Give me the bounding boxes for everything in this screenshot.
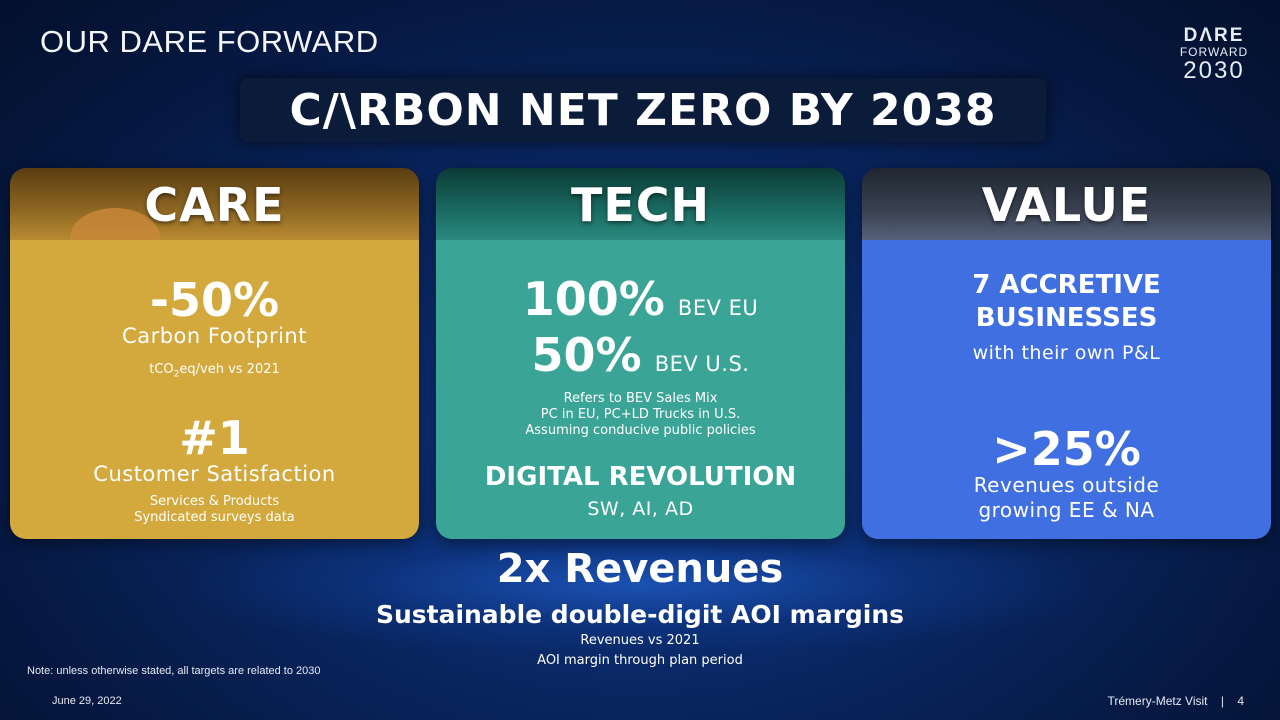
revenues-subtitle: Sustainable double-digit AOI margins: [375, 600, 905, 629]
care-note-1: Services & Products: [149, 494, 280, 509]
care-card: CARE -50% Carbon Footprint tCO2eq/veh vs…: [10, 168, 419, 539]
background-glow: [190, 520, 1090, 650]
tech-note-1: Refers to BEV Sales Mix: [563, 391, 718, 406]
tech-body: 100% BEV EU 50% BEV U.S. Refers to BEV S…: [436, 240, 845, 539]
value-body: 7 ACCRETIVE BUSINESSES with their own P&…: [862, 240, 1271, 539]
tech-stat-eu: 100% BEV EU: [436, 276, 845, 322]
page-title: OUR DARE FORWARD: [40, 24, 379, 59]
headline-banner: C/\RBON NET ZERO BY 2038: [240, 78, 1046, 142]
tech-card: TECH 100% BEV EU 50% BEV U.S. Refers to …: [436, 168, 845, 539]
value-headline-1: 7 ACCRETIVE: [972, 270, 1161, 300]
tech-title: TECH: [570, 178, 711, 232]
care-stat-satisfaction-label: Customer Satisfaction: [93, 462, 336, 486]
care-body: -50% Carbon Footprint tCO2eq/veh vs 2021…: [10, 240, 419, 539]
care-stat-carbon-label: Carbon Footprint: [122, 324, 307, 348]
value-stat: >25%: [992, 422, 1141, 476]
value-headline-2: BUSINESSES: [975, 303, 1158, 333]
logo-line-2: FORWARD: [1179, 45, 1249, 59]
footer-date: June 29, 2022: [52, 695, 122, 707]
tech-digital-sub: SW, AI, AD: [587, 498, 694, 520]
revenues-note-2: AOI margin through plan period: [537, 653, 743, 668]
tech-note-2: PC in EU, PC+LD Trucks in U.S.: [540, 407, 741, 422]
tech-header-image: [436, 168, 845, 240]
page-number: 4: [1237, 694, 1244, 708]
dare-forward-logo: DΛRE FORWARD 2030: [1178, 26, 1250, 83]
headline-text: C/\RBON NET ZERO BY 2038: [289, 84, 997, 136]
care-note-2: Syndicated surveys data: [134, 510, 295, 525]
tech-note-3: Assuming conducive public policies: [525, 423, 756, 438]
footer-separator: |: [1220, 694, 1224, 708]
value-stat-label-2: growing EE & NA: [978, 498, 1155, 522]
care-stat-satisfaction: #1: [179, 411, 250, 465]
care-title: CARE: [144, 178, 285, 232]
care-stat-carbon-note: tCO2eq/veh vs 2021: [149, 362, 280, 380]
tech-digital-title: DIGITAL REVOLUTION: [484, 462, 797, 492]
footnote: Note: unless otherwise stated, all targe…: [27, 665, 321, 677]
footer-event: Trémery-Metz Visit: [1107, 694, 1208, 708]
footer-right: Trémery-Metz Visit | 4: [1107, 694, 1244, 708]
logo-line-3: 2030: [1183, 57, 1245, 84]
care-stat-carbon: -50%: [149, 273, 280, 327]
revenues-note-1: Revenues vs 2021: [580, 633, 700, 648]
care-header-image: [10, 168, 419, 268]
value-card: VALUE 7 ACCRETIVE BUSINESSES with their …: [862, 168, 1271, 539]
value-title: VALUE: [981, 178, 1152, 232]
revenues-title: 2x Revenues: [496, 546, 784, 592]
value-header-image: [862, 168, 1271, 240]
logo-line-1: DΛRE: [1183, 25, 1245, 46]
tech-stat-us-value: 50%: [531, 328, 642, 382]
tech-stat-eu-value: 100%: [522, 272, 665, 326]
value-headline-sub: with their own P&L: [972, 342, 1161, 364]
tech-stat-us: 50% BEV U.S.: [436, 332, 845, 378]
value-stat-label-1: Revenues outside: [973, 473, 1160, 497]
tech-stat-us-label: BEV U.S.: [654, 352, 750, 376]
tech-stat-eu-label: BEV EU: [677, 296, 759, 320]
